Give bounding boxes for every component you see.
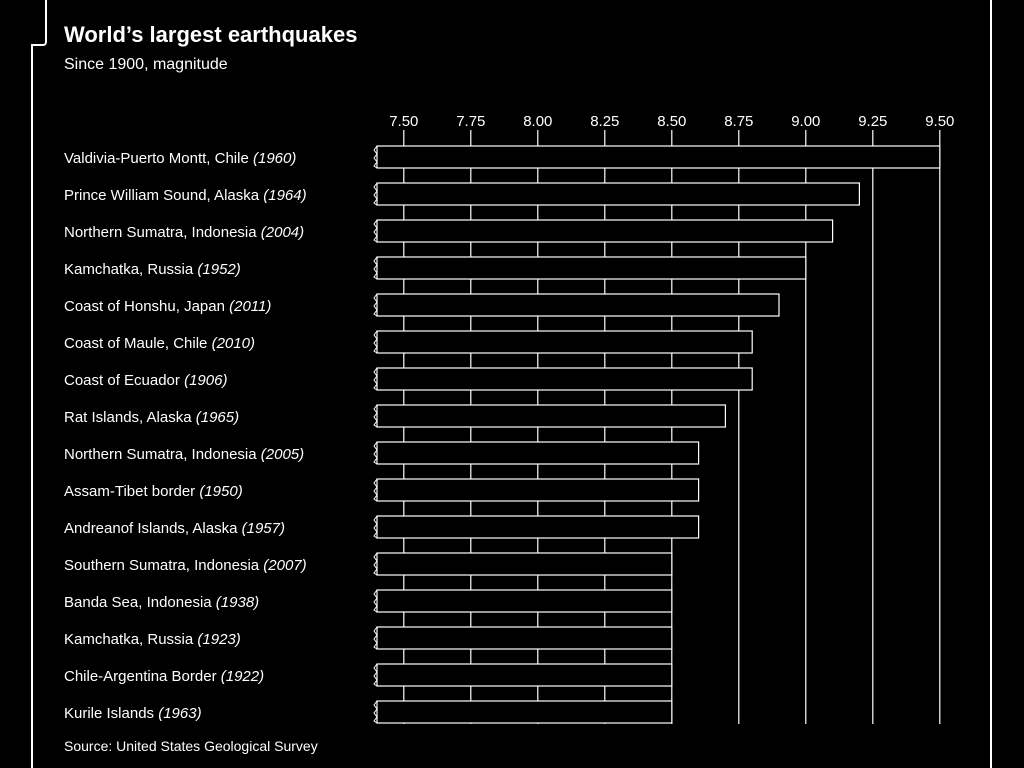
axis-break-mark [373, 256, 378, 280]
category-place: Andreanof Islands, Alaska [64, 520, 242, 537]
bar [376, 330, 753, 354]
x-tick-label: 9.00 [791, 113, 820, 130]
category-label: Valdivia-Puerto Montt, Chile (1960) [64, 150, 296, 167]
category-place: Prince William Sound, Alaska [64, 187, 263, 204]
category-year: (2007) [263, 557, 306, 574]
category-label: Assam-Tibet border (1950) [64, 483, 243, 500]
frame-left-border [31, 44, 33, 768]
x-tick-label: 8.50 [657, 113, 686, 130]
category-label: Kamchatka, Russia (1952) [64, 261, 241, 278]
category-year: (2010) [212, 335, 255, 352]
source-note: Source: United States Geological Survey [64, 738, 318, 754]
bar [376, 552, 673, 576]
category-place: Kamchatka, Russia [64, 631, 197, 648]
category-year: (1960) [253, 150, 296, 167]
category-year: (1906) [184, 372, 227, 389]
category-place: Coast of Honshu, Japan [64, 298, 229, 315]
category-year: (1922) [221, 668, 264, 685]
category-label: Prince William Sound, Alaska (1964) [64, 187, 307, 204]
bar [376, 589, 673, 613]
category-place: Southern Sumatra, Indonesia [64, 557, 263, 574]
category-place: Coast of Ecuador [64, 372, 184, 389]
x-tick-label: 8.25 [590, 113, 619, 130]
category-label: Southern Sumatra, Indonesia (2007) [64, 557, 307, 574]
x-tick-label: 8.00 [523, 113, 552, 130]
category-label: Kamchatka, Russia (1923) [64, 631, 241, 648]
axis-break-mark [373, 478, 378, 502]
category-place: Banda Sea, Indonesia [64, 594, 216, 611]
category-labels: Valdivia-Puerto Montt, Chile (1960) Princ… [64, 150, 307, 722]
frame-right-border [990, 0, 992, 768]
chart-title: World’s largest earthquakes [64, 22, 358, 47]
category-label: Kurile Islands (1963) [64, 705, 202, 722]
category-place: Coast of Maule, Chile [64, 335, 212, 352]
bar [376, 293, 780, 317]
bar [376, 256, 807, 280]
bar [376, 515, 700, 539]
category-place: Northern Sumatra, Indonesia [64, 446, 261, 463]
chart-subtitle: Since 1900, magnitude [64, 56, 228, 73]
category-year: (1950) [199, 483, 242, 500]
axis-break-mark [373, 330, 378, 354]
category-place: Rat Islands, Alaska [64, 409, 196, 426]
category-place: Northern Sumatra, Indonesia [64, 224, 261, 241]
category-label: Northern Sumatra, Indonesia (2004) [64, 224, 304, 241]
axis-break-mark [373, 589, 378, 613]
category-year: (1923) [197, 631, 240, 648]
axis-break-mark [373, 515, 378, 539]
axis-break-mark [373, 700, 378, 724]
bar [376, 626, 673, 650]
bar [376, 700, 673, 724]
category-year: (2011) [229, 298, 271, 315]
axis-break-mark [373, 404, 378, 428]
category-place: Chile-Argentina Border [64, 668, 221, 685]
category-place: Kurile Islands [64, 705, 158, 722]
category-label: Coast of Maule, Chile (2010) [64, 335, 255, 352]
category-year: (1952) [197, 261, 240, 278]
axis-break-mark [373, 182, 378, 206]
bar [376, 219, 834, 243]
bar [376, 367, 753, 391]
category-year: (2004) [261, 224, 304, 241]
category-place: Assam-Tibet border [64, 483, 199, 500]
x-tick-label: 9.50 [925, 113, 954, 130]
category-year: (2005) [261, 446, 304, 463]
bar [376, 441, 700, 465]
category-label: Coast of Ecuador (1906) [64, 372, 227, 389]
category-label: Northern Sumatra, Indonesia (2005) [64, 446, 304, 463]
category-year: (1938) [216, 594, 259, 611]
bar [376, 404, 726, 428]
category-year: (1965) [196, 409, 239, 426]
category-place: Kamchatka, Russia [64, 261, 197, 278]
category-year: (1963) [158, 705, 201, 722]
bar [376, 145, 941, 169]
category-label: Rat Islands, Alaska (1965) [64, 409, 239, 426]
bar [376, 182, 860, 206]
axis-break-mark [373, 367, 378, 391]
bar [376, 478, 700, 502]
axis-break-mark [373, 219, 378, 243]
category-place: Valdivia-Puerto Montt, Chile [64, 150, 253, 167]
axis-break-mark [373, 552, 378, 576]
category-label: Coast of Honshu, Japan (2011) [64, 298, 271, 315]
category-year: (1964) [263, 187, 306, 204]
axis-break-mark [373, 441, 378, 465]
axis-break-mark [373, 663, 378, 687]
axis-break-mark [373, 626, 378, 650]
x-tick-label: 9.25 [858, 113, 887, 130]
bars [373, 145, 941, 724]
frame-corner [31, 0, 47, 46]
x-axis-ticks: 7.50 7.75 8.00 8.25 8.50 8.75 9.00 9.25 9.50 [389, 113, 954, 130]
x-tick-label: 7.75 [456, 113, 485, 130]
category-year: (1957) [242, 520, 285, 537]
x-tick-label: 7.50 [389, 113, 418, 130]
category-label: Andreanof Islands, Alaska (1957) [64, 520, 285, 537]
axis-break-mark [373, 293, 378, 317]
axis-break-mark [373, 145, 378, 169]
bar [376, 663, 673, 687]
category-label: Chile-Argentina Border (1922) [64, 668, 264, 685]
category-label: Banda Sea, Indonesia (1938) [64, 594, 259, 611]
x-tick-label: 8.75 [724, 113, 753, 130]
